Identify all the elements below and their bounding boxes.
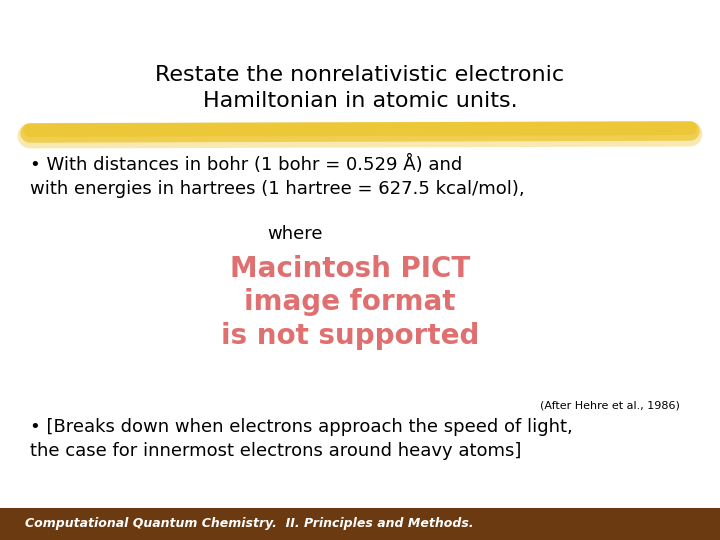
Text: where: where bbox=[267, 225, 323, 243]
Bar bbox=[0, 508, 720, 540]
Text: • [Breaks down when electrons approach the speed of light,
the case for innermos: • [Breaks down when electrons approach t… bbox=[30, 418, 572, 460]
Text: Restate the nonrelativistic electronic
Hamiltonian in atomic units.: Restate the nonrelativistic electronic H… bbox=[156, 65, 564, 111]
Text: Macintosh PICT
image format
is not supported: Macintosh PICT image format is not suppo… bbox=[221, 255, 480, 350]
Text: (After Hehre et al., 1986): (After Hehre et al., 1986) bbox=[540, 400, 680, 410]
Text: Computational Quantum Chemistry.  II. Principles and Methods.: Computational Quantum Chemistry. II. Pri… bbox=[25, 517, 474, 530]
Text: • With distances in bohr (1 bohr = 0.529 Å) and
with energies in hartrees (1 har: • With distances in bohr (1 bohr = 0.529… bbox=[30, 155, 525, 198]
